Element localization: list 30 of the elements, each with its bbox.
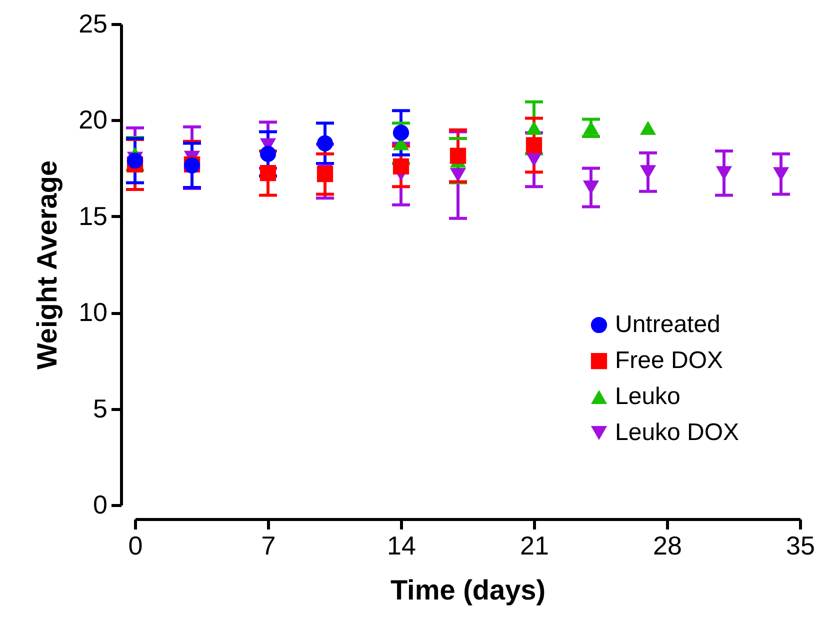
point <box>126 152 144 169</box>
point <box>316 166 334 182</box>
y-tick-label: 15 <box>78 200 108 231</box>
y-tick-label: 25 <box>78 8 108 38</box>
x-tick-label: 0 <box>128 530 143 560</box>
legend-label: Untreated <box>615 311 720 338</box>
x-tick-label: 35 <box>786 530 815 560</box>
legend-label: Leuko <box>615 383 680 410</box>
y-tick-label: 20 <box>78 104 108 135</box>
y-tick-label: 10 <box>78 297 108 328</box>
y-tick-label: 5 <box>93 393 108 424</box>
point <box>450 148 466 164</box>
x-tick-label: 28 <box>653 530 682 560</box>
x-axis-title: Time (days) <box>390 574 546 606</box>
point <box>450 168 466 182</box>
point <box>260 146 276 162</box>
legend-label: Leuko DOX <box>615 419 740 446</box>
point <box>526 137 542 154</box>
point <box>392 124 410 141</box>
legend-label: Free DOX <box>615 347 724 374</box>
y-tick-label: 0 <box>93 490 108 520</box>
point <box>392 158 410 174</box>
x-tick-label: 7 <box>261 530 276 560</box>
point <box>316 135 334 152</box>
point <box>526 120 542 135</box>
point <box>260 165 276 182</box>
x-tick-label: 21 <box>520 530 549 560</box>
y-axis-title: Weight Average <box>32 160 63 370</box>
x-tick-label: 14 <box>387 530 416 560</box>
point <box>640 120 656 135</box>
